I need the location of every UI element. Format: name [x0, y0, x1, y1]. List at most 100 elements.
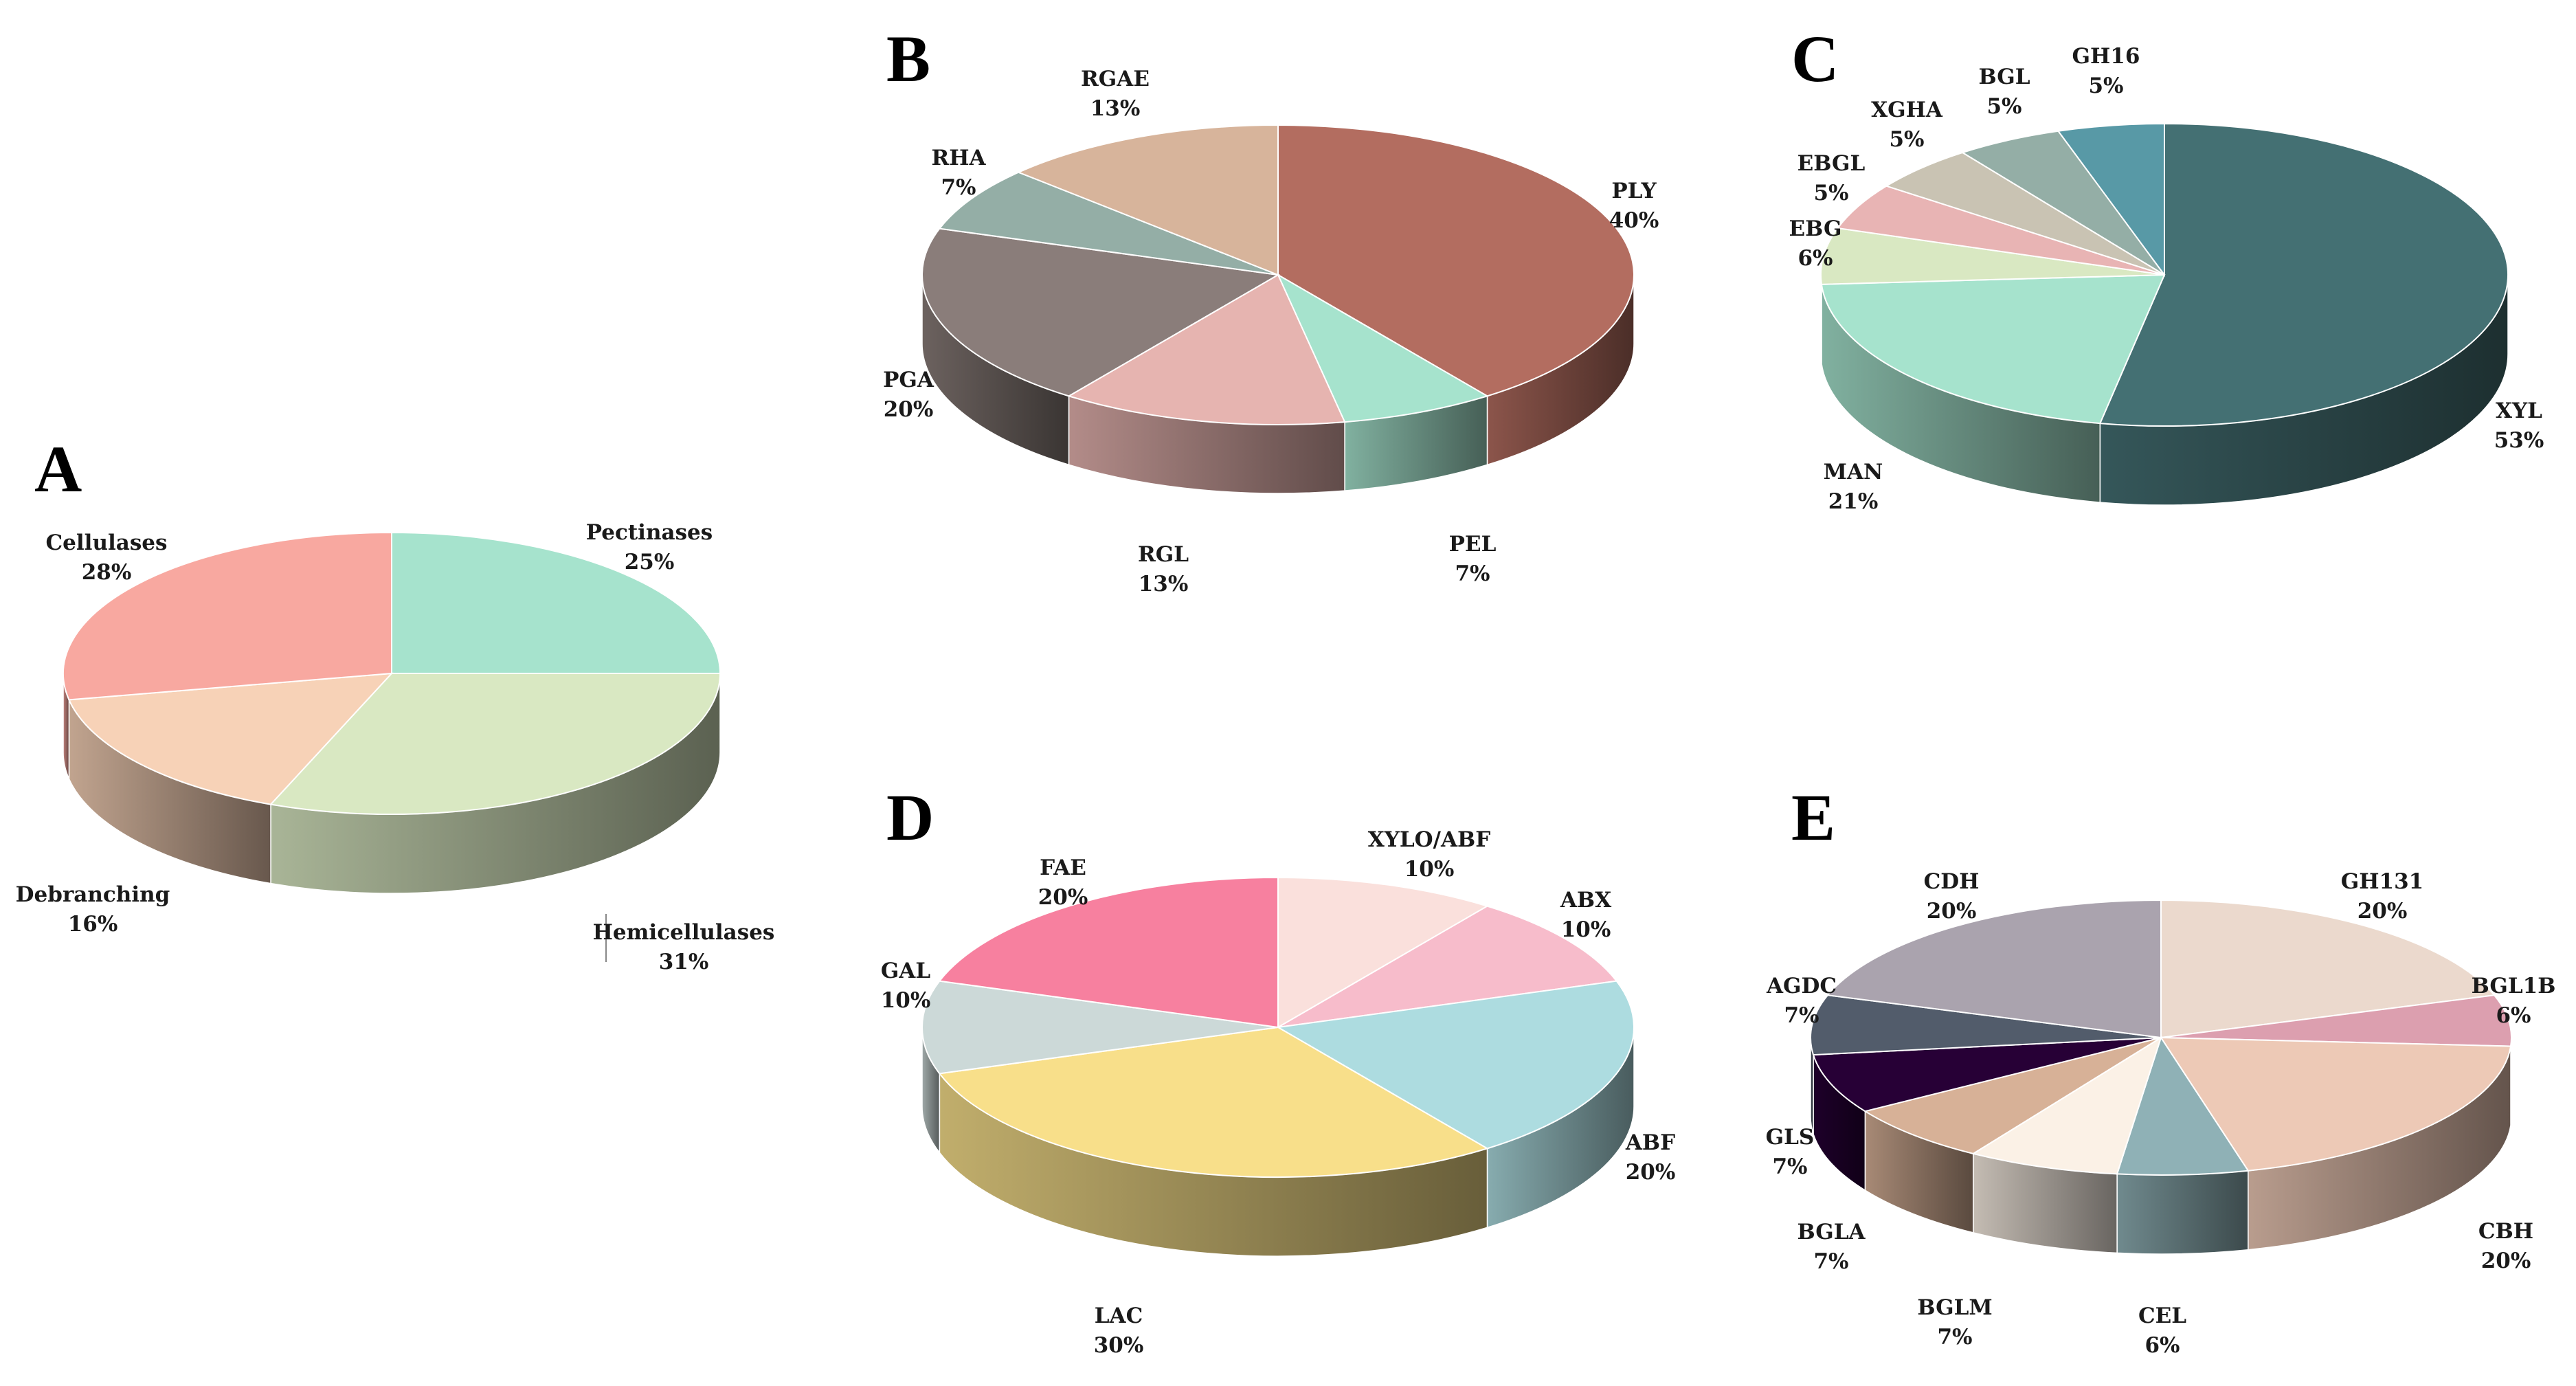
- panel-letter-e: E: [1791, 781, 1835, 854]
- pie-chart-a: A Pectinases 25% Hemicellulases 31% Debranchi…: [16, 432, 775, 974]
- slice-label-hemicellulases: Hemicellulases: [593, 920, 775, 945]
- slice-label-agdc: AGDC: [1766, 974, 1837, 998]
- panel-letter-c: C: [1791, 22, 1839, 96]
- slice-label-rgl: RGL: [1138, 542, 1189, 567]
- pie-slice-rgae: [1016, 124, 1279, 276]
- pie-slice-xyl: [2098, 122, 2509, 427]
- pie-labels: PLY 40% PEL 7% RGL 13% PGA 20% RHA 7% RGAE 13%: [883, 67, 1659, 596]
- slice-value-abx: 10%: [1561, 917, 1611, 942]
- pie-slice-xgha: [1885, 151, 2165, 276]
- slice-value-bgla: 7%: [1813, 1249, 1848, 1274]
- slice-value-agdc: 7%: [1784, 1003, 1819, 1028]
- slice-label-xyl: XYL: [2496, 399, 2542, 423]
- pie-slice-ebg: [1820, 227, 2165, 285]
- slice-label-abx: ABX: [1560, 888, 1612, 913]
- slice-label-pel: PEL: [1449, 532, 1497, 557]
- slice-value-ebg: 6%: [1797, 246, 1833, 271]
- pie-chart-b: B PLY 40% PEL 7% RGL 13% PGA 20% RHA 7% RGAE 13%: [883, 22, 1659, 596]
- slice-value-gh16: 5%: [2088, 74, 2123, 98]
- slice-label-fae: FAE: [1040, 856, 1086, 880]
- slice-label-cbh: CBH: [2478, 1219, 2533, 1244]
- slice-label-bglm: BGLM: [1917, 1295, 1992, 1320]
- panel-letter-a: A: [34, 432, 82, 506]
- pie-slice-hemicellulases: [269, 673, 721, 815]
- pie-slice-pel: [1276, 273, 1489, 423]
- pie-slice-pga: [921, 227, 1281, 397]
- pie-slice-xylo-abf: [1277, 876, 1489, 1029]
- slice-label-xylo-abf: XYLO/ABF: [1368, 827, 1491, 852]
- pie-labels: Pectinases 25% Hemicellulases 31% Debranchin…: [16, 520, 775, 974]
- pie-top-slices: [1810, 899, 2512, 1176]
- slice-value-rgae: 13%: [1090, 96, 1141, 121]
- pie-top-slices: [921, 876, 1635, 1178]
- slice-label-lac: LAC: [1095, 1304, 1143, 1328]
- pie-slice-ebgl: [1836, 185, 2165, 276]
- slice-label-ply: PLY: [1611, 179, 1657, 203]
- slice-label-cellulases: Cellulases: [46, 530, 168, 555]
- pie-slice-lac: [938, 1026, 1489, 1178]
- pie-slice-cdh: [1826, 899, 2162, 1039]
- slice-label-bgla: BGLA: [1797, 1220, 1866, 1244]
- pie-side-walls: [921, 1027, 1635, 1257]
- side-wall-cel: [2116, 1170, 2249, 1255]
- slice-label-abf: ABF: [1625, 1130, 1675, 1155]
- slice-value-abf: 20%: [1626, 1160, 1676, 1185]
- pie-slice-gh16: [2057, 122, 2165, 278]
- pie-slice-rgl: [1067, 273, 1346, 425]
- pie-slice-rha: [938, 171, 1279, 276]
- slice-value-xgha: 5%: [1889, 127, 1924, 152]
- slice-label-xgha: XGHA: [1871, 98, 1943, 122]
- pie-labels: XYL 53% MAN 21% EBG 6% EBGL 5% XGHA 5% BGL 5% GH16 5%: [1789, 44, 2544, 514]
- pie-top-slices: [1820, 122, 2509, 427]
- slice-label-rha: RHA: [931, 146, 986, 170]
- pie-slice-abf: [1275, 980, 1635, 1150]
- pie-slice-debranching: [67, 672, 394, 805]
- slice-value-xyl: 53%: [2494, 428, 2544, 453]
- slice-value-debranching: 16%: [68, 912, 118, 937]
- panel-letter-d: D: [886, 781, 934, 854]
- slice-label-rgae: RGAE: [1081, 67, 1150, 91]
- pie-slice-gal: [921, 980, 1279, 1075]
- slice-value-cellulases: 28%: [82, 560, 132, 585]
- pie-chart-c: C XYL 53% MAN 21% EBG 6% EBGL 5% XGHA 5% BGL 5% GH16 5…: [1789, 22, 2544, 514]
- slice-value-cdh: 20%: [1927, 899, 1977, 924]
- pie-labels: GH131 20% BGL1B 6% CBH 20% CEL 6% BGLM 7% BGLA 7% GL…: [1766, 869, 2556, 1358]
- pie-slice-gh131: [2160, 899, 2496, 1039]
- pie-labels: XYLO/ABF 10% ABX 10% ABF 20% LAC 30% GAL 10% FAE 20…: [881, 827, 1676, 1358]
- slice-value-pga: 20%: [884, 397, 934, 422]
- pie-slice-agdc: [1810, 994, 2162, 1056]
- slice-value-cbh: 20%: [2481, 1249, 2531, 1273]
- slice-label-gh16: GH16: [2072, 44, 2140, 69]
- slice-label-ebg: EBG: [1789, 216, 1842, 241]
- pie-slice-fae: [938, 876, 1279, 1029]
- pie-slice-cbh: [2160, 1036, 2512, 1172]
- slice-value-man: 21%: [1828, 489, 1879, 514]
- slice-label-ebgl: EBGL: [1797, 151, 1866, 176]
- pie-slice-man: [1820, 273, 2166, 425]
- slice-value-rha: 7%: [941, 175, 976, 200]
- pie-top-slices: [63, 531, 721, 815]
- slice-label-gal: GAL: [881, 959, 931, 983]
- slice-value-pel: 7%: [1455, 561, 1490, 586]
- slice-value-ply: 40%: [1609, 208, 1659, 233]
- slice-label-bgl: BGL: [1978, 65, 2030, 89]
- slice-label-gls: GLS: [1766, 1125, 1815, 1150]
- pie-slice-gls: [1812, 1037, 2162, 1113]
- slice-label-gh131: GH131: [2341, 869, 2423, 894]
- slice-value-gh131: 20%: [2357, 899, 2408, 924]
- slice-label-cdh: CDH: [1924, 869, 1980, 894]
- slice-value-ebgl: 5%: [1813, 181, 1848, 205]
- panel-letter-b: B: [886, 22, 930, 96]
- pie-top-slices: [921, 124, 1635, 425]
- pie-slice-cel: [2116, 1036, 2250, 1176]
- pie-slice-ply: [1277, 124, 1635, 397]
- pie-slice-cellulases: [63, 531, 392, 701]
- pie-chart-e: EGH13120%BGL1B6%CBH20%CEL6%BGLM7%BGLA7%G…: [1766, 781, 2556, 1358]
- pie-slice-bgla: [1863, 1037, 2162, 1154]
- slice-value-lac: 30%: [1094, 1333, 1144, 1358]
- slice-value-rgl: 13%: [1139, 572, 1189, 596]
- slice-value-bgl1b: 6%: [2496, 1003, 2531, 1028]
- side-wall-ebg: [1820, 274, 1822, 364]
